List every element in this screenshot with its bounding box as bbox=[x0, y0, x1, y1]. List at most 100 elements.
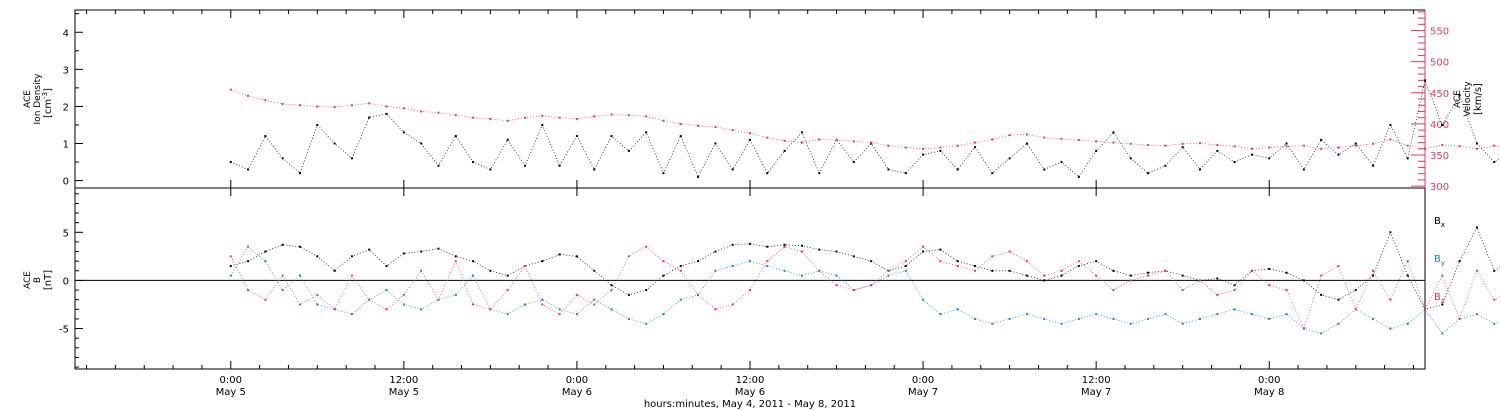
by-point bbox=[835, 274, 838, 277]
by-point bbox=[1372, 317, 1375, 320]
velocity-point bbox=[420, 110, 423, 113]
density-tick-label: 3 bbox=[63, 65, 69, 76]
by-point bbox=[524, 303, 526, 306]
ion-density-point bbox=[1008, 157, 1011, 160]
velocity-tick-label: 450 bbox=[1430, 89, 1449, 100]
velocity-series bbox=[229, 88, 1500, 150]
ion-density-point bbox=[420, 142, 423, 145]
velocity-point bbox=[1060, 137, 1063, 140]
by-series bbox=[229, 245, 1500, 335]
bz-point bbox=[1060, 269, 1063, 272]
ion-density-axis-label: ACE Ion Density [cm-3] bbox=[23, 73, 54, 125]
bx-point bbox=[1320, 293, 1323, 296]
bx-point bbox=[1112, 269, 1115, 272]
velocity-point bbox=[524, 116, 526, 119]
bx-point bbox=[299, 245, 301, 248]
bz-point bbox=[333, 308, 336, 311]
bx-point bbox=[1008, 269, 1011, 272]
velocity-point bbox=[800, 141, 803, 144]
velocity-point bbox=[904, 146, 907, 149]
by-point bbox=[800, 274, 803, 277]
bz-point bbox=[697, 293, 700, 296]
ion-density-point bbox=[1077, 175, 1080, 178]
by-point bbox=[385, 289, 388, 292]
ion-density-point bbox=[316, 123, 319, 126]
bz-point bbox=[870, 284, 873, 287]
bx-point bbox=[1458, 260, 1461, 263]
by-point bbox=[1268, 317, 1271, 320]
velocity-point bbox=[1250, 147, 1253, 150]
bx-point bbox=[541, 260, 544, 263]
bx-point bbox=[783, 243, 786, 246]
b-tick-label: -5 bbox=[59, 325, 69, 336]
ion-density-point bbox=[506, 138, 509, 141]
ion-density-point bbox=[766, 172, 769, 175]
ion-density-point bbox=[1025, 142, 1028, 145]
date-tick-label: May 5 bbox=[389, 387, 419, 398]
bz-point bbox=[1441, 274, 1444, 277]
by-point bbox=[610, 308, 613, 311]
bz-point-trace bbox=[230, 246, 1500, 330]
bz-point bbox=[922, 245, 925, 248]
bz-point bbox=[247, 289, 250, 292]
bz-point bbox=[472, 303, 475, 306]
velocity-point bbox=[679, 122, 682, 125]
bz-point bbox=[541, 303, 544, 306]
velocity-point bbox=[1181, 142, 1184, 145]
ion-density-point bbox=[1424, 79, 1426, 82]
velocity-point bbox=[1406, 144, 1409, 147]
velocity-point bbox=[1077, 139, 1080, 142]
label-ace-2: ACE bbox=[1453, 90, 1463, 108]
ion-density-point bbox=[1112, 131, 1115, 134]
label-ion-density: Ion Density bbox=[33, 73, 43, 125]
bz-point bbox=[1095, 274, 1098, 277]
velocity-tick-label: 550 bbox=[1430, 27, 1449, 38]
bz-point bbox=[939, 260, 942, 263]
bz-point bbox=[610, 289, 613, 292]
bx-series bbox=[229, 226, 1500, 311]
bx-point bbox=[1233, 284, 1236, 287]
velocity-point bbox=[645, 115, 648, 118]
by-point bbox=[1337, 322, 1340, 325]
bz-point bbox=[800, 250, 803, 253]
bottom-panel-ticks: -5 0 5 bbox=[59, 193, 1425, 368]
velocity-point bbox=[1233, 145, 1236, 148]
bx-point bbox=[1025, 274, 1028, 277]
bx-point bbox=[956, 260, 959, 263]
by-point bbox=[350, 313, 353, 316]
b-tick-label: 5 bbox=[63, 228, 69, 239]
by-point bbox=[783, 269, 786, 272]
velocity-point bbox=[870, 141, 873, 144]
bz-point bbox=[1164, 269, 1167, 272]
label-velocity-unit: [km/s] bbox=[1473, 83, 1484, 115]
bz-point bbox=[506, 289, 509, 292]
by-point bbox=[1406, 322, 1409, 325]
by-point bbox=[1181, 322, 1184, 325]
b-axis-label: ACE B [nT] bbox=[23, 270, 54, 290]
bx-point bbox=[1406, 274, 1409, 277]
bz-point bbox=[662, 260, 665, 263]
bz-point bbox=[1233, 289, 1236, 292]
ion-density-point bbox=[1372, 164, 1375, 167]
bz-point bbox=[852, 289, 855, 292]
bx-point bbox=[558, 253, 561, 256]
date-tick-label: May 8 bbox=[1254, 387, 1284, 398]
date-tick-label: May 7 bbox=[1081, 387, 1111, 398]
bz-point bbox=[974, 269, 976, 272]
by-point bbox=[1199, 317, 1201, 320]
bx-point bbox=[1285, 271, 1288, 274]
ion-density-point bbox=[1320, 138, 1323, 141]
bz-point bbox=[299, 303, 301, 306]
bx-point bbox=[991, 269, 994, 272]
bz-point bbox=[1216, 293, 1219, 296]
bz-point bbox=[1285, 289, 1288, 292]
velocity-point bbox=[558, 116, 561, 119]
by-point bbox=[662, 313, 665, 316]
velocity-point bbox=[368, 102, 371, 105]
bz-point bbox=[627, 255, 630, 258]
bx-point bbox=[1372, 274, 1375, 277]
by-point bbox=[316, 303, 319, 306]
ion-density-point bbox=[1181, 146, 1184, 149]
bx-point bbox=[1043, 279, 1046, 282]
by-point bbox=[956, 308, 959, 311]
